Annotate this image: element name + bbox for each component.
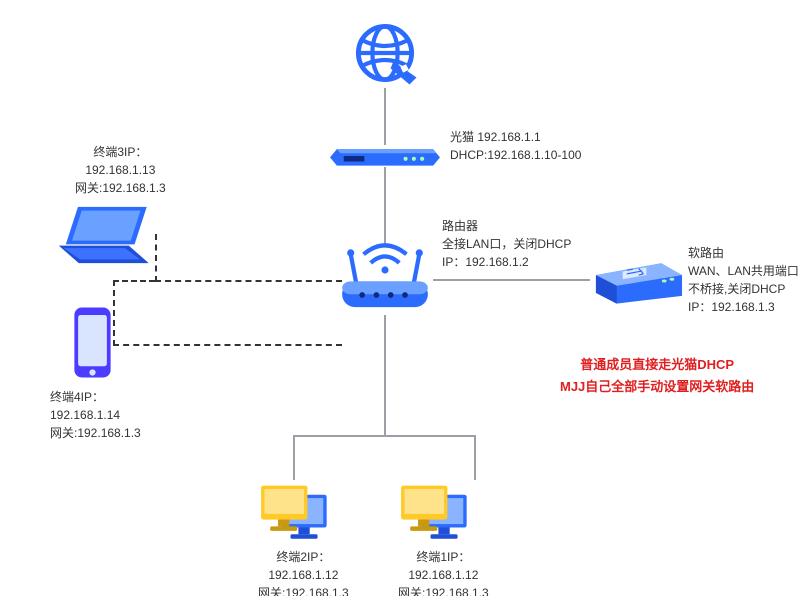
- laptop-label: 终端3IP： 192.168.1.13 网关:192.168.1.3: [75, 143, 166, 197]
- softrouter-label: 软路由 WAN、LAN共用端口 不桥接,关闭DHCP IP：192.168.1.…: [688, 244, 799, 316]
- note-label: 普通成员直接走光猫DHCP MJJ自己全部手动设置网关软路由: [560, 354, 754, 398]
- conn-modem-router: [384, 167, 386, 245]
- phone-label: 终端4IP： 192.168.1.14 网关:192.168.1.3: [50, 388, 141, 442]
- modem-icon: [330, 145, 440, 167]
- conn-internet-modem: [384, 88, 386, 145]
- conn-dashed-laptop: [155, 234, 342, 282]
- conn-split-pc2: [293, 435, 295, 480]
- modem-label: 光猫 192.168.1.1 DHCP:192.168.1.10-100: [450, 128, 581, 164]
- conn-dashed-phone: [113, 280, 342, 346]
- pc1-label: 终端1IP： 192.168.1.12 网关:192.168.1.3: [398, 548, 489, 596]
- conn-split-pc1: [474, 435, 476, 480]
- laptop-icon: [55, 200, 155, 270]
- pc2-icon: [255, 480, 335, 545]
- softrouter-icon: [590, 257, 685, 305]
- phone-icon: [70, 305, 115, 380]
- internet-icon: [350, 18, 420, 88]
- conn-router-softrouter: [433, 279, 590, 281]
- pc1-icon: [395, 480, 475, 545]
- router-icon: [335, 240, 435, 315]
- conn-router-down: [384, 315, 386, 435]
- pc2-label: 终端2IP： 192.168.1.12 网关:192.168.1.3: [258, 548, 349, 596]
- conn-split-h: [293, 435, 476, 437]
- router-label: 路由器 全接LAN口，关闭DHCP IP：192.168.1.2: [442, 217, 571, 271]
